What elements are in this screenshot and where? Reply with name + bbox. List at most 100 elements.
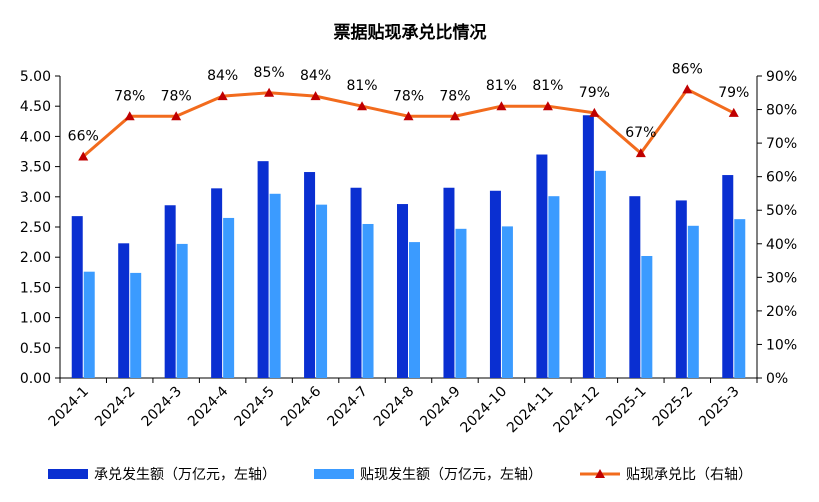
data-labels: 66% 78% 78% 84% 85% 84% 81% 78% 78% 81% 81% 79% 67% 8… xyxy=(68,61,750,144)
ratio-marker xyxy=(357,101,368,111)
y-right-tick-label: 20% xyxy=(766,304,797,320)
y-right-tick-label: 0% xyxy=(766,371,788,387)
y-left-tick-label: 0.50 xyxy=(20,341,51,357)
bar-discount xyxy=(548,196,560,378)
x-tick-label: 2024-5 xyxy=(232,384,278,430)
legend: 承兑发生额（万亿元，左轴） 贴现发生额（万亿元，左轴） 贴现承兑比（右轴） xyxy=(48,467,752,483)
bars xyxy=(71,115,746,378)
bar-discount xyxy=(641,255,653,378)
x-tick-label: 2024-4 xyxy=(185,383,231,429)
x-tick-label: 2024-10 xyxy=(458,384,511,437)
bar-acceptance xyxy=(489,190,501,378)
ratio-marker xyxy=(264,87,275,97)
legend-label: 贴现发生额（万亿元，左轴） xyxy=(360,467,542,483)
x-tick-label: 2024-11 xyxy=(504,384,557,437)
y-left-tick-label: 3.00 xyxy=(20,190,51,206)
bar-discount xyxy=(130,272,142,378)
x-tick-label: 2025-1 xyxy=(603,384,649,430)
bar-acceptance xyxy=(443,187,455,378)
ratio-data-label: 78% xyxy=(114,88,145,104)
y-left-tick-label: 4.50 xyxy=(20,99,51,115)
x-tick-label: 2024-12 xyxy=(551,384,604,437)
ratio-data-label: 85% xyxy=(254,65,285,81)
ratio-marker xyxy=(124,111,135,121)
ratio-marker xyxy=(449,111,460,121)
ratio-marker xyxy=(728,107,739,117)
ratio-data-label: 78% xyxy=(161,88,192,104)
y-left-tick-label: 4.00 xyxy=(20,129,51,145)
x-tick-label: 2024-9 xyxy=(417,384,463,430)
ratio-data-label: 81% xyxy=(486,78,517,94)
ratio-data-label: 78% xyxy=(393,88,424,104)
bar-discount xyxy=(409,242,420,378)
legend-swatch xyxy=(48,469,88,479)
bar-acceptance xyxy=(304,172,316,378)
bar-acceptance xyxy=(118,243,130,378)
bar-discount xyxy=(501,226,513,378)
x-tick-label: 2024-8 xyxy=(371,384,417,430)
ratio-marker xyxy=(403,111,414,121)
chart-title: 票据贴现承兑比情况 xyxy=(334,22,487,43)
ratio-marker xyxy=(310,91,321,101)
legend-swatch xyxy=(314,469,354,479)
ratio-data-label: 79% xyxy=(579,85,610,101)
ratio-marker xyxy=(78,151,89,161)
bar-discount xyxy=(316,204,328,378)
ratio-marker xyxy=(171,111,182,121)
x-tick-label: 2024-3 xyxy=(139,384,185,430)
bar-acceptance xyxy=(536,154,548,378)
y-left-tick-label: 1.50 xyxy=(20,280,51,296)
y-left-tick-label: 1.00 xyxy=(20,311,51,327)
legend-label: 贴现承兑比（右轴） xyxy=(626,467,752,483)
ratio-data-label: 81% xyxy=(346,78,377,94)
x-tick-label: 2024-7 xyxy=(324,384,370,430)
bar-discount xyxy=(734,219,746,378)
line-series xyxy=(78,84,739,161)
y-right-tick-label: 60% xyxy=(766,170,797,186)
bar-acceptance xyxy=(722,175,734,378)
ratio-marker xyxy=(635,148,646,158)
y-right-tick-label: 30% xyxy=(766,270,797,286)
bar-acceptance xyxy=(350,187,362,378)
bar-acceptance xyxy=(675,200,687,378)
y-right-tick-label: 70% xyxy=(766,136,797,152)
y-right-tick-label: 50% xyxy=(766,203,797,219)
y-left-tick-label: 2.00 xyxy=(20,250,51,266)
ratio-marker xyxy=(682,84,693,94)
ratio-data-label: 84% xyxy=(300,68,331,84)
ratio-data-label: 78% xyxy=(439,88,470,104)
ratio-data-label: 79% xyxy=(718,85,749,101)
y-left-tick-label: 0.00 xyxy=(20,371,51,387)
bar-acceptance xyxy=(582,115,594,378)
y-right-tick-label: 90% xyxy=(766,69,797,85)
bar-discount xyxy=(455,228,467,378)
y-left-tick-label: 2.50 xyxy=(20,220,51,236)
bar-discount xyxy=(687,225,699,378)
y-right-tick-label: 40% xyxy=(766,237,797,253)
x-tick-label: 2024-1 xyxy=(46,384,92,430)
x-tick-label: 2025-3 xyxy=(696,384,742,430)
bar-acceptance xyxy=(164,205,176,378)
x-tick-label: 2024-6 xyxy=(278,383,324,429)
bar-discount xyxy=(362,223,374,378)
bar-discount xyxy=(176,243,188,378)
y-left-tick-label: 5.00 xyxy=(20,69,51,85)
bar-acceptance xyxy=(397,204,408,378)
bar-discount xyxy=(223,217,235,378)
ratio-marker xyxy=(542,101,553,111)
y-right-tick-label: 80% xyxy=(766,103,797,119)
ratio-marker xyxy=(589,107,600,117)
ratio-marker xyxy=(496,101,507,111)
x-tick-label: 2024-2 xyxy=(92,384,138,430)
legend-label: 承兑发生额（万亿元，左轴） xyxy=(94,467,276,483)
ratio-marker xyxy=(217,91,228,101)
bar-discount xyxy=(83,271,95,378)
bar-acceptance xyxy=(257,161,269,378)
bar-discount xyxy=(269,193,281,378)
ratio-data-label: 67% xyxy=(625,125,656,141)
y-right-tick-label: 10% xyxy=(766,337,797,353)
bar-discount xyxy=(594,170,606,378)
x-tick-label: 2025-2 xyxy=(650,384,696,430)
bar-acceptance xyxy=(211,188,223,378)
